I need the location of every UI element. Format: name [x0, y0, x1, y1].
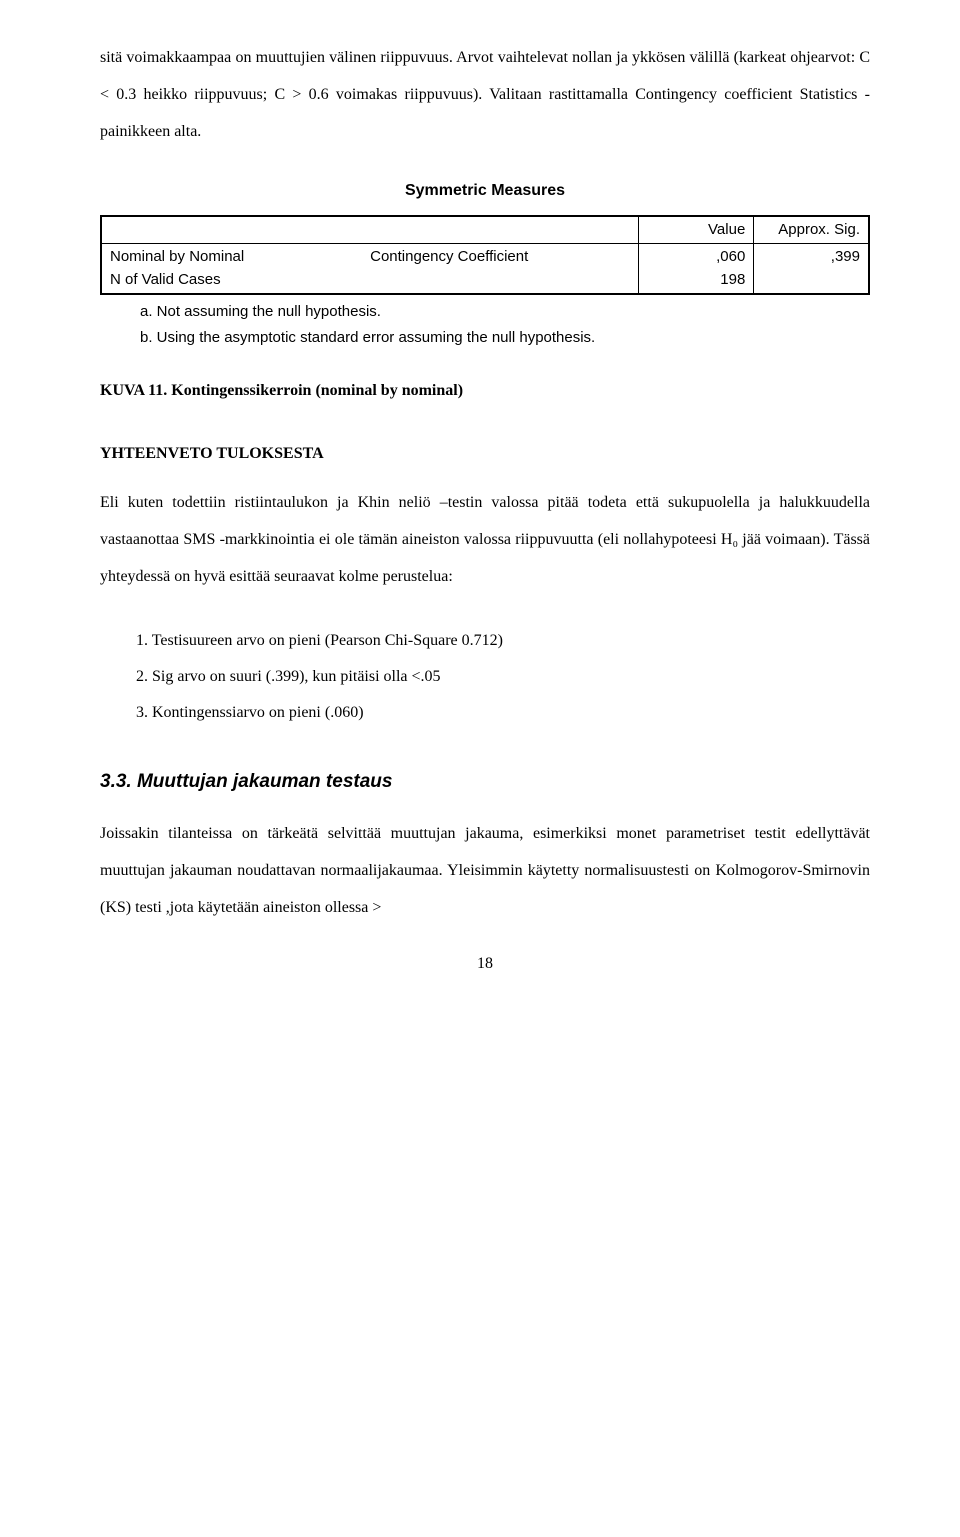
row1-value: ,060 — [647, 246, 745, 269]
list-item: 2. Sig arvo on suuri (.399), kun pitäisi… — [136, 661, 870, 693]
section-heading-3-3: 3.3. Muuttujan jakauman testaus — [100, 769, 870, 796]
page-number: 18 — [100, 956, 870, 972]
intro-paragraph: sitä voimakkaampaa on muuttujien välinen… — [100, 40, 870, 150]
footnote-b: b. Using the asymptotic standard error a… — [140, 325, 870, 351]
list-item: 1. Testisuureen arvo on pieni (Pearson C… — [136, 625, 870, 657]
list-item: 3. Kontingenssiarvo on pieni (.060) — [136, 697, 870, 729]
reasons-list: 1. Testisuureen arvo on pieni (Pearson C… — [100, 625, 870, 729]
table-header-row: Value Approx. Sig. — [101, 216, 869, 244]
summary-paragraph: Eli kuten todettiin ristiintaulukon ja K… — [100, 485, 870, 595]
summary-heading: YHTEENVETO TULOKSESTA — [100, 443, 870, 465]
row2-value: 198 — [647, 269, 745, 292]
footnote-a: a. Not assuming the null hypothesis. — [140, 299, 870, 325]
row1-label: Nominal by Nominal — [110, 246, 354, 269]
table-title: Symmetric Measures — [100, 180, 870, 202]
figure-caption: KUVA 11. Kontingenssikerroin (nominal by… — [100, 380, 870, 402]
row1-measure: Contingency Coefficient — [370, 246, 630, 269]
symmetric-measures-table: Value Approx. Sig. Nominal by Nominal N … — [100, 215, 870, 296]
section-paragraph: Joissakin tilanteissa on tärkeätä selvit… — [100, 816, 870, 926]
header-value: Value — [639, 216, 754, 244]
table-data-body: Nominal by Nominal N of Valid Cases Cont… — [101, 244, 869, 295]
row2-label: N of Valid Cases — [110, 269, 354, 292]
row1-sig: ,399 — [762, 246, 860, 269]
table-footnotes: a. Not assuming the null hypothesis. b. … — [100, 299, 870, 350]
header-sig: Approx. Sig. — [754, 216, 869, 244]
